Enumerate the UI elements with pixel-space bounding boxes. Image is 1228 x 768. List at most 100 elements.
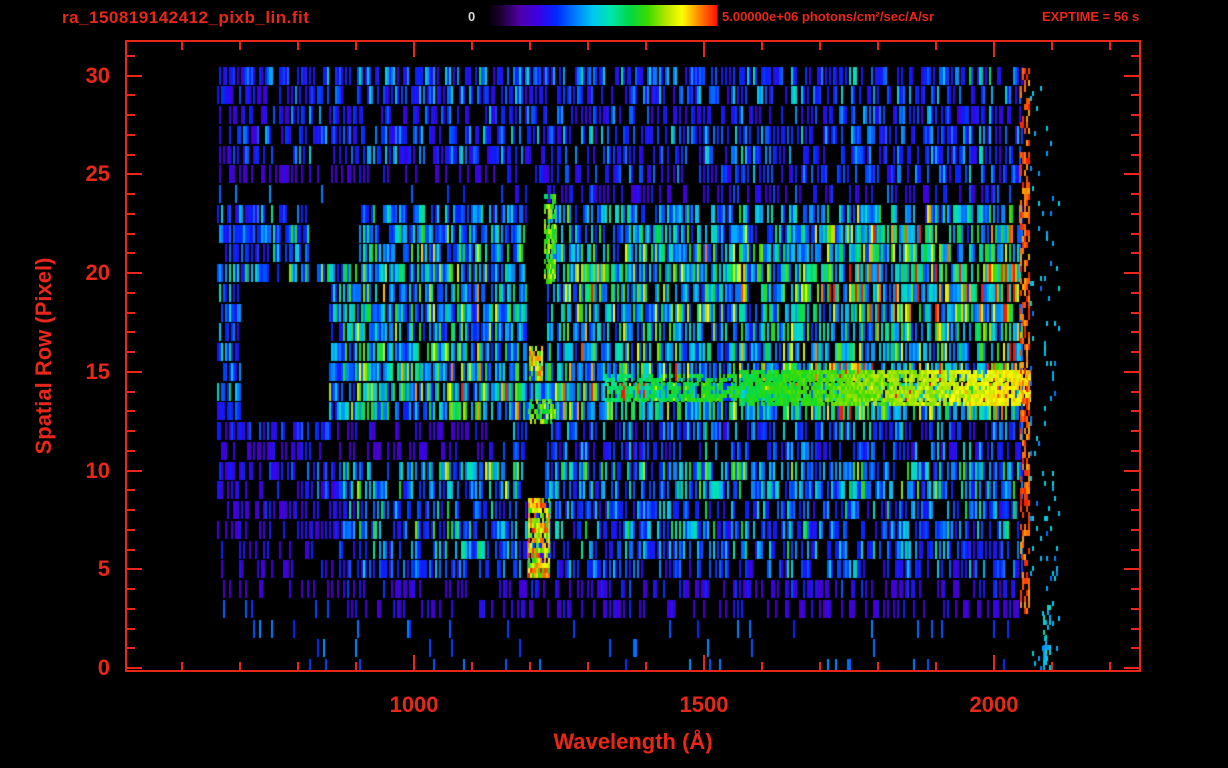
y-tick-label-15: 15 [85,358,110,384]
x-minor-tick [297,662,299,670]
y-minor-tick [1131,252,1139,254]
plot-area [125,40,1141,672]
y-minor-tick [127,509,135,511]
y-major-tick [1124,667,1139,669]
y-major-tick [1124,470,1139,472]
y-minor-tick [1131,233,1139,235]
y-minor-tick [1131,391,1139,393]
x-minor-tick [355,662,357,670]
x-minor-tick [645,662,647,670]
y-minor-tick [1131,647,1139,649]
x-minor-tick [1051,662,1053,670]
x-tick-label-2000: 2000 [969,692,1019,717]
y-minor-tick [127,193,135,195]
y-minor-tick [1131,193,1139,195]
y-minor-tick [127,588,135,590]
y-minor-tick [127,628,135,630]
y-tick-label-25: 25 [85,161,110,187]
x-major-tick [993,42,995,57]
x-minor-tick [471,42,473,50]
exptime-label: EXPTIME = 56 s [1042,9,1140,24]
y-minor-tick [1131,55,1139,57]
y-minor-tick [127,94,135,96]
y-minor-tick [1131,292,1139,294]
x-minor-tick [645,42,647,50]
y-minor-tick [127,134,135,136]
y-minor-tick [127,114,135,116]
y-major-tick [127,75,142,77]
y-minor-tick [1131,331,1139,333]
x-minor-tick [877,662,879,670]
x-minor-tick [761,42,763,50]
x-minor-tick [587,42,589,50]
y-minor-tick [127,410,135,412]
y-minor-tick [127,252,135,254]
y-minor-tick [1131,134,1139,136]
x-minor-tick [935,42,937,50]
y-minor-tick [127,312,135,314]
y-minor-tick [1131,94,1139,96]
x-minor-tick [529,42,531,50]
x-minor-tick [761,662,763,670]
y-minor-tick [1131,608,1139,610]
colorbar-gradient [487,5,717,26]
x-minor-tick [181,42,183,50]
y-minor-tick [1131,509,1139,511]
y-axis-title: Spatial Row (Pixel) [31,257,56,455]
y-major-tick [1124,272,1139,274]
x-minor-tick [529,662,531,670]
y-major-tick [1124,75,1139,77]
y-tick-label-5: 5 [97,556,110,582]
y-minor-tick [1131,450,1139,452]
y-minor-tick [127,549,135,551]
y-major-tick [127,371,142,373]
y-minor-tick [127,154,135,156]
y-major-tick [1124,568,1139,570]
x-minor-tick [587,662,589,670]
plot-title: ra_150819142412_pixb_lin.fit [62,8,310,27]
y-minor-tick [127,213,135,215]
y-major-tick [127,173,142,175]
heatmap-canvas [127,42,1139,670]
x-minor-tick [1051,42,1053,50]
y-minor-tick [1131,588,1139,590]
y-minor-tick [1131,549,1139,551]
y-major-tick [1124,371,1139,373]
y-major-tick [1124,173,1139,175]
y-minor-tick [1131,154,1139,156]
y-minor-tick [127,351,135,353]
y-minor-tick [1131,213,1139,215]
x-minor-tick [239,662,241,670]
x-minor-tick [877,42,879,50]
y-minor-tick [127,647,135,649]
y-minor-tick [127,430,135,432]
y-minor-tick [127,450,135,452]
y-minor-tick [127,331,135,333]
y-minor-tick [1131,312,1139,314]
y-major-tick [127,470,142,472]
y-tick-label-20: 20 [85,260,110,286]
y-minor-tick [127,529,135,531]
y-minor-tick [127,55,135,57]
colorbar-max-label: 5.00000e+06 photons/cm²/sec/A/sr [722,9,935,24]
y-major-tick [127,568,142,570]
colorbar-min-label: 0 [468,9,476,24]
y-tick-label-10: 10 [85,457,110,483]
x-major-tick [703,42,705,57]
x-minor-tick [1109,42,1111,50]
x-axis-title: Wavelength (Å) [553,729,713,754]
y-minor-tick [1131,114,1139,116]
y-tick-label-0: 0 [97,655,110,681]
x-tick-label-1000: 1000 [389,692,439,717]
x-minor-tick [819,662,821,670]
y-minor-tick [1131,529,1139,531]
y-minor-tick [1131,628,1139,630]
x-minor-tick [297,42,299,50]
y-minor-tick [1131,410,1139,412]
x-minor-tick [935,662,937,670]
x-minor-tick [471,662,473,670]
x-minor-tick [1109,662,1111,670]
y-minor-tick [1131,351,1139,353]
y-minor-tick [127,608,135,610]
